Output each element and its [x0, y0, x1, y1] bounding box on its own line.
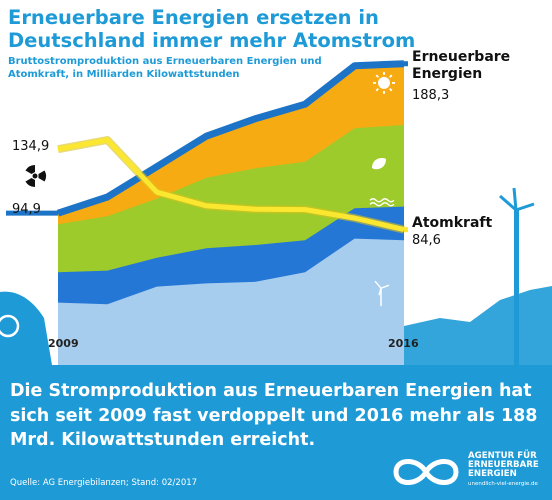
landscape-silhouette [404, 286, 552, 365]
sun-ray [375, 74, 379, 78]
logo-line-1: AGENTUR FÜR [468, 451, 537, 461]
water-waves-icon [369, 198, 395, 207]
chart-subtitle: Bruttostromproduktion aus Erneuerbaren E… [8, 56, 322, 80]
nuclear-end-value: 84,6 [412, 233, 441, 248]
lines [6, 60, 408, 234]
x-tick-label-end: 2016 [388, 337, 419, 350]
leaf-icon [372, 157, 386, 170]
source-note: Quelle: AG Energiebilanzen; Stand: 02/20… [10, 478, 198, 488]
nuclear-start-value: 134,9 [12, 139, 50, 154]
sun-ray [389, 87, 393, 92]
chart [0, 60, 552, 365]
radiation-blade [38, 170, 46, 182]
energy-icons [25, 71, 395, 307]
radiation-blade [25, 165, 35, 174]
infinity-icon [393, 459, 459, 485]
area-wind-turbine [58, 238, 404, 365]
sun-icon [378, 76, 390, 89]
logo-line-3: ENERGIEN [468, 469, 517, 479]
radiation-sign-icon [0, 314, 20, 338]
renewables-start-value: 94,9 [12, 202, 41, 217]
radiation-icon [32, 173, 38, 179]
agency-logo: AGENTUR FÜR ERNEUERBARE ENERGIEN unendli… [390, 450, 550, 496]
sun-ray [389, 74, 393, 78]
radiation-blade [25, 178, 35, 187]
stacked-areas [58, 63, 404, 365]
wind-turbine-tower [514, 208, 519, 365]
radiation-sign-silhouette [0, 291, 52, 365]
wind-turbine-blades [499, 187, 535, 212]
message-banner: Die Stromproduktion aus Erneuerbaren Ene… [0, 365, 552, 500]
x-tick-label-start: 2009 [48, 337, 79, 350]
wind-turbine-blades-icon [374, 280, 390, 296]
logo-line-2: ERNEUERBARE [468, 460, 539, 470]
logo-url: unendlich-viel-energie.de [468, 481, 538, 487]
page-title: Erneuerbare Energien ersetzen in Deutsch… [8, 6, 416, 52]
nuclear-line [57, 137, 405, 233]
renewables-label: Erneuerbare Energien [412, 49, 511, 82]
summary-message: Die Stromproduktion aus Erneuerbaren Ene… [10, 381, 538, 450]
renewables-end-value: 188,3 [412, 88, 450, 103]
sun-ray [375, 87, 379, 92]
renewables-total-line [56, 60, 405, 217]
nuclear-label: Atomkraft [412, 215, 493, 231]
